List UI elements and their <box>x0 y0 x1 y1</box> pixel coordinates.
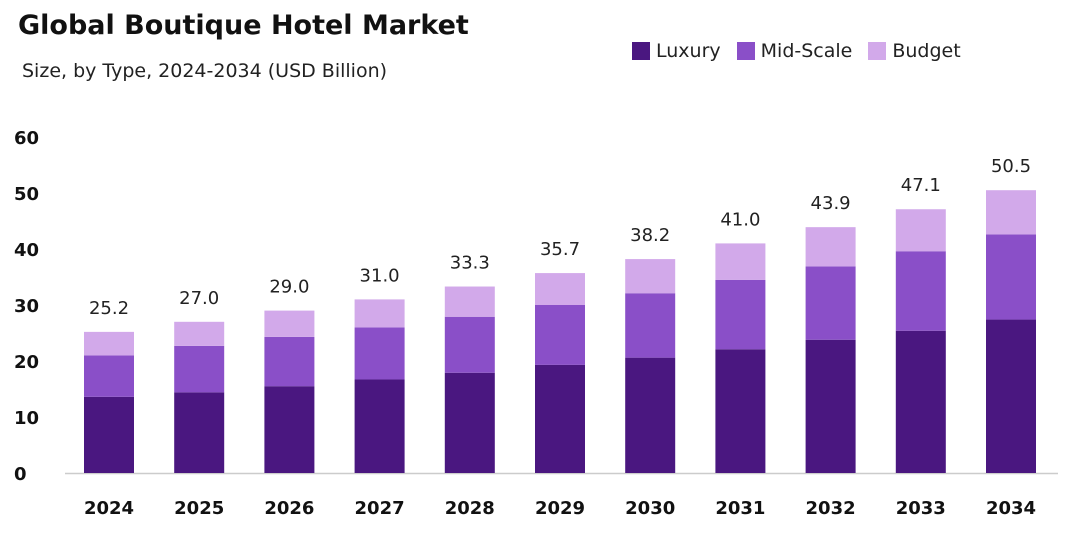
bar-segment-mid-scale <box>715 279 766 350</box>
x-tick-label: 2024 <box>84 498 134 519</box>
legend-swatch <box>632 42 650 60</box>
bar-segment-mid-scale <box>174 345 225 393</box>
x-tick-label: 2027 <box>355 498 405 519</box>
legend-item-mid-scale: Mid-Scale <box>736 40 853 62</box>
y-tick-label: 60 <box>14 128 39 149</box>
x-tick-label: 2025 <box>174 498 224 519</box>
y-tick-label: 10 <box>14 408 39 429</box>
legend-swatch <box>868 42 887 60</box>
data-label: 47.1 <box>901 175 941 196</box>
bar-segment-luxury <box>84 396 134 473</box>
legend-swatch <box>736 42 755 60</box>
x-tick-label: 2028 <box>445 498 495 519</box>
bar-segment-budget <box>986 190 1036 235</box>
bar-segment-mid-scale <box>264 336 315 387</box>
bar-segment-mid-scale <box>535 305 585 365</box>
bar-segment-luxury <box>986 319 1036 473</box>
x-tick-label: 2033 <box>896 498 946 519</box>
bar-segment-mid-scale <box>625 293 676 358</box>
bar-segment-budget <box>444 286 495 317</box>
bar-segment-budget <box>84 331 134 356</box>
data-label: 27.0 <box>179 288 219 309</box>
bar-segment-mid-scale <box>986 234 1036 320</box>
bar-segment-budget <box>535 273 585 305</box>
chart-subtitle: Size, by Type, 2024-2034 (USD Billion) <box>22 60 388 82</box>
legend-label: Budget <box>892 40 961 62</box>
data-label: 33.3 <box>450 253 490 274</box>
x-tick-label: 2034 <box>986 498 1036 519</box>
bar-segment-luxury <box>805 339 856 473</box>
data-label: 43.9 <box>811 193 851 214</box>
data-label: 29.0 <box>269 277 309 298</box>
legend-label: Luxury <box>656 40 721 62</box>
bar-segment-luxury <box>174 392 225 473</box>
legend-label: Mid-Scale <box>760 40 853 62</box>
x-tick-label: 2030 <box>625 498 675 519</box>
bar-segment-mid-scale <box>354 327 405 380</box>
bar-segment-budget <box>895 209 946 252</box>
x-tick-label: 2029 <box>535 498 585 519</box>
bar-segment-luxury <box>535 364 585 473</box>
bar-segment-budget <box>625 259 676 294</box>
bar-segment-mid-scale <box>444 316 495 373</box>
bar-segment-luxury <box>715 349 766 473</box>
bar-segment-luxury <box>625 357 676 473</box>
bar-segment-mid-scale <box>805 266 856 340</box>
bar-segment-luxury <box>354 379 405 473</box>
bar-segment-budget <box>264 310 315 337</box>
data-label: 41.0 <box>720 209 760 230</box>
legend: Luxury Mid-Scale Budget <box>632 40 961 62</box>
bar-segment-budget <box>805 227 856 267</box>
bar-segment-budget <box>354 299 405 328</box>
data-label: 31.0 <box>360 265 400 286</box>
y-tick-label: 20 <box>14 352 39 373</box>
x-tick-label: 2032 <box>806 498 856 519</box>
x-tick-label: 2031 <box>715 498 765 519</box>
data-label: 50.5 <box>991 156 1031 177</box>
legend-item-budget: Budget <box>868 40 961 62</box>
bar-segment-luxury <box>264 386 315 473</box>
bar-segment-budget <box>715 243 766 280</box>
bar-segment-luxury <box>444 372 495 473</box>
legend-item-luxury: Luxury <box>632 40 721 62</box>
bar-segment-luxury <box>895 330 946 473</box>
y-tick-label: 50 <box>14 184 39 205</box>
y-tick-label: 0 <box>14 464 27 485</box>
bar-segment-mid-scale <box>84 355 134 397</box>
bar-segment-mid-scale <box>895 251 946 331</box>
data-label: 35.7 <box>540 239 580 260</box>
chart-title: Global Boutique Hotel Market <box>18 10 469 41</box>
x-tick-label: 2026 <box>264 498 314 519</box>
bar-segment-budget <box>174 321 225 346</box>
data-label: 25.2 <box>89 298 129 319</box>
y-tick-label: 30 <box>14 296 39 317</box>
y-tick-label: 40 <box>14 240 39 261</box>
data-label: 38.2 <box>630 225 670 246</box>
